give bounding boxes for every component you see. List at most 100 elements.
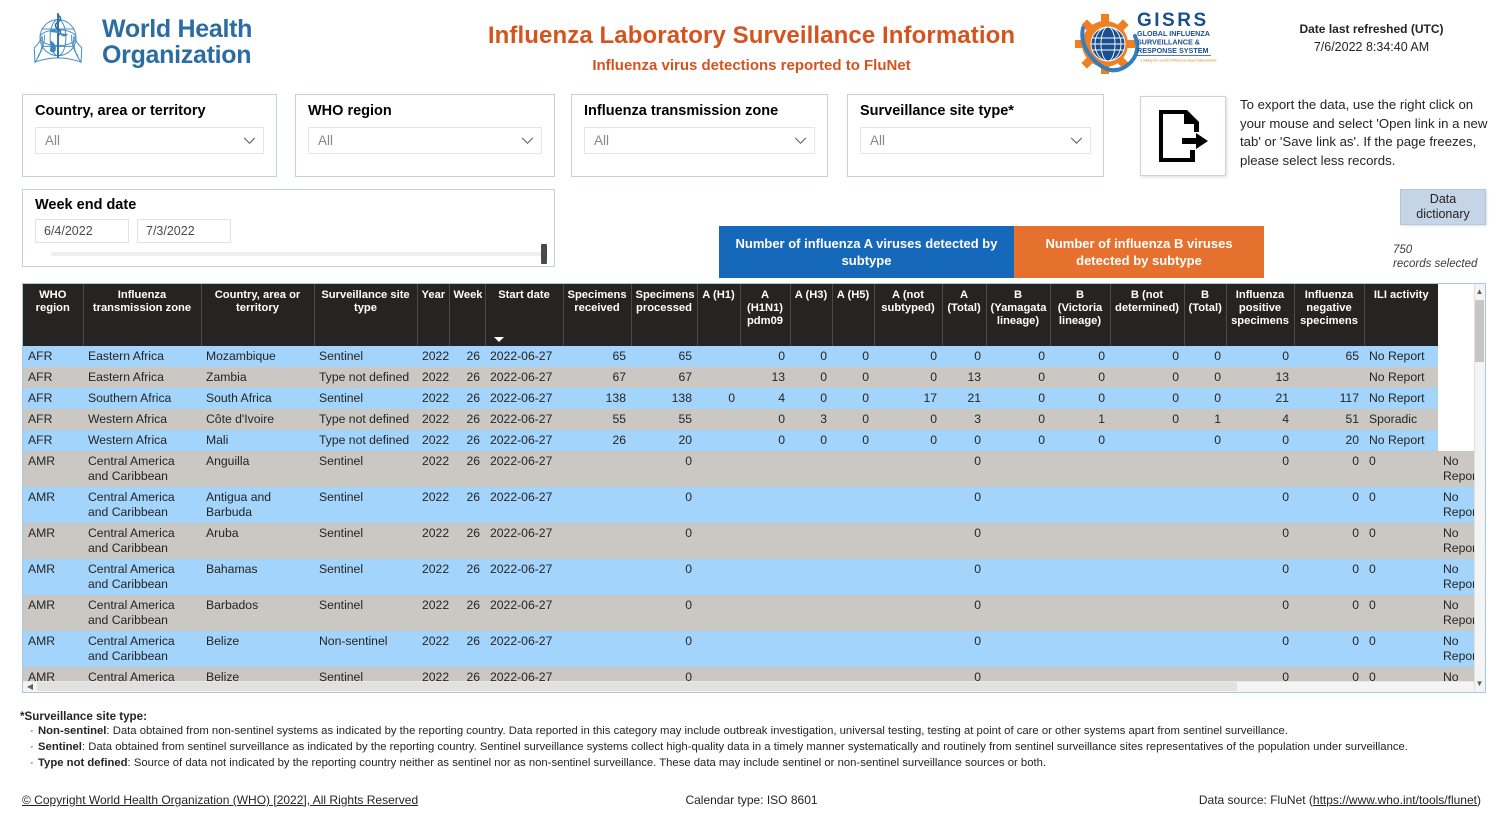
table-cell xyxy=(874,595,942,631)
col-a-h1n1pdm09[interactable]: A (H1N1) pdm09 xyxy=(740,284,791,346)
table-cell xyxy=(563,487,631,523)
table-cell: 0 xyxy=(942,559,986,595)
col-transmission-zone[interactable]: Influenza transmission zone xyxy=(83,284,202,346)
table-row[interactable]: AMR Central America and Caribbean Belize No… xyxy=(23,631,1480,667)
table-row[interactable]: AMR Central America and Caribbean Anguilla… xyxy=(23,451,1480,487)
table-cell: 0 xyxy=(1110,346,1184,367)
col-start-date[interactable]: Start date xyxy=(485,284,564,346)
table-row[interactable]: AFR Eastern Africa Zambia Type not defined 2… xyxy=(23,367,1478,388)
table-cell: 2022-06-27 xyxy=(485,559,563,595)
table-cell: 0 xyxy=(942,430,986,451)
slicer-who-region[interactable]: WHO region All xyxy=(295,94,555,177)
slicer-site-type-dropdown[interactable]: All xyxy=(860,127,1091,154)
table-row[interactable]: AMR Central America and Caribbean Bahamas S… xyxy=(23,559,1480,595)
slicer-transmission-zone[interactable]: Influenza transmission zone All xyxy=(571,94,828,177)
export-data-button[interactable] xyxy=(1140,96,1226,176)
slicer-site-type-title: Surveillance site type* xyxy=(860,103,1014,119)
table-row[interactable]: AFR Western Africa Mali Type not defined 202… xyxy=(23,430,1478,451)
who-wordmark-line2: Organization xyxy=(102,41,252,69)
table-cell: 0 xyxy=(1226,631,1294,667)
col-a-total[interactable]: A (Total) xyxy=(942,284,987,346)
records-selected-block: 750 records selected xyxy=(1393,243,1488,271)
table-row[interactable]: AMR Central America and Caribbean Aruba Sen… xyxy=(23,523,1480,559)
table-cell xyxy=(986,451,1050,487)
col-who-region[interactable]: WHO region xyxy=(23,284,84,346)
col-site-type[interactable]: Surveillance site type xyxy=(314,284,418,346)
week-end-date-end-input[interactable]: 7/3/2022 xyxy=(137,219,231,243)
table-cell: 0 xyxy=(832,346,874,367)
slicer-transmission-zone-dropdown[interactable]: All xyxy=(584,127,815,154)
footnote-sentinel: · Sentinel: Data obtained from sentinel s… xyxy=(20,739,1490,755)
col-b-total[interactable]: B (Total) xyxy=(1184,284,1227,346)
page-footer: © Copyright World Health Organization (W… xyxy=(0,793,1503,814)
table-cell: Aruba xyxy=(201,523,314,559)
slicer-transmission-zone-title: Influenza transmission zone xyxy=(584,103,779,119)
table-row[interactable]: AMR Central America and Caribbean Barbados… xyxy=(23,595,1480,631)
table-cell xyxy=(1110,451,1184,487)
table-cell: 0 xyxy=(1226,595,1294,631)
col-positive-specimens[interactable]: Influenza positive specimens xyxy=(1226,284,1295,346)
col-a-h5[interactable]: A (H5) xyxy=(832,284,875,346)
table-row[interactable]: AFR Southern Africa South Africa Sentinel 20… xyxy=(23,388,1478,409)
data-source-link[interactable]: https://www.who.int/tools/flunet xyxy=(1312,793,1477,807)
table-cell xyxy=(790,595,832,631)
horizontal-scroll-thumb[interactable] xyxy=(37,682,1237,691)
table-cell: 2022-06-27 xyxy=(485,367,563,388)
col-negative-specimens[interactable]: Influenza negative specimens xyxy=(1294,284,1365,346)
col-a-h1[interactable]: A (H1) xyxy=(697,284,741,346)
slicer-site-type[interactable]: Surveillance site type* All xyxy=(847,94,1104,177)
table-horizontal-scrollbar[interactable]: ◀ xyxy=(23,681,1474,692)
table-cell xyxy=(832,451,874,487)
table-cell: 0 xyxy=(986,430,1050,451)
table-cell: 0 xyxy=(874,346,942,367)
col-a-not-subtyped[interactable]: A (not subtyped) xyxy=(874,284,943,346)
table-row[interactable]: AFR Western Africa Côte d'Ivoire Type not d… xyxy=(23,409,1478,430)
scroll-down-icon[interactable]: ▼ xyxy=(1475,679,1484,688)
table-cell: 20 xyxy=(631,430,697,451)
table-row[interactable]: AFR Eastern Africa Mozambique Sentinel 2022 2… xyxy=(23,346,1478,367)
week-end-date-slider-track[interactable] xyxy=(51,252,542,256)
table-cell: No Report xyxy=(1364,430,1438,451)
col-country[interactable]: Country, area or territory xyxy=(201,284,315,346)
table-cell xyxy=(986,631,1050,667)
table-cell xyxy=(697,523,740,559)
table-cell: 0 xyxy=(1184,430,1226,451)
table-cell: AFR xyxy=(23,346,83,367)
table-cell: 1 xyxy=(1050,409,1110,430)
week-end-date-slider-handle[interactable] xyxy=(541,244,547,264)
col-year[interactable]: Year xyxy=(417,284,450,346)
scroll-up-icon[interactable]: ▲ xyxy=(1475,287,1484,296)
chevron-down-icon xyxy=(1070,137,1083,144)
table-cell: 0 xyxy=(740,409,790,430)
surveillance-data-table[interactable]: WHO region Influenza transmission zone C… xyxy=(22,283,1486,693)
slicer-week-end-date[interactable]: Week end date 6/4/2022 7/3/2022 xyxy=(22,189,555,267)
slicer-who-region-dropdown[interactable]: All xyxy=(308,127,542,154)
table-cell xyxy=(1110,631,1184,667)
slicer-country[interactable]: Country, area or territory All xyxy=(22,94,277,177)
col-specimens-processed[interactable]: Specimens processed xyxy=(631,284,698,346)
table-cell: 2022 xyxy=(417,487,449,523)
data-dictionary-button[interactable]: Data dictionary xyxy=(1400,189,1486,225)
col-b-yamagata[interactable]: B (Yamagata lineage) xyxy=(986,284,1051,346)
table-vertical-scrollbar[interactable]: ▲ ▼ xyxy=(1474,284,1485,692)
table-cell xyxy=(874,451,942,487)
vertical-scroll-thumb[interactable] xyxy=(1475,300,1484,362)
table-cell: 2022 xyxy=(417,430,449,451)
scroll-left-icon[interactable]: ◀ xyxy=(26,682,34,691)
col-week[interactable]: Week xyxy=(449,284,486,346)
col-b-victoria[interactable]: B (Victoria lineage) xyxy=(1050,284,1111,346)
col-ili-activity[interactable]: ILI activity xyxy=(1364,284,1438,346)
table-cell xyxy=(740,523,790,559)
table-row[interactable]: AMR Central America and Caribbean Antigua … xyxy=(23,487,1480,523)
table-cell: 0 xyxy=(942,595,986,631)
col-b-not-determined[interactable]: B (not determined) xyxy=(1110,284,1185,346)
table-cell: 67 xyxy=(563,367,631,388)
week-end-date-start-input[interactable]: 6/4/2022 xyxy=(35,219,129,243)
copyright-link[interactable]: © Copyright World Health Organization (W… xyxy=(22,793,419,807)
table-cell: 0 xyxy=(631,631,697,667)
col-specimens-received[interactable]: Specimens received xyxy=(563,284,632,346)
table-cell: 0 xyxy=(1226,430,1294,451)
slicer-country-dropdown[interactable]: All xyxy=(35,127,264,154)
col-a-h3[interactable]: A (H3) xyxy=(790,284,833,346)
table-cell xyxy=(1184,487,1226,523)
